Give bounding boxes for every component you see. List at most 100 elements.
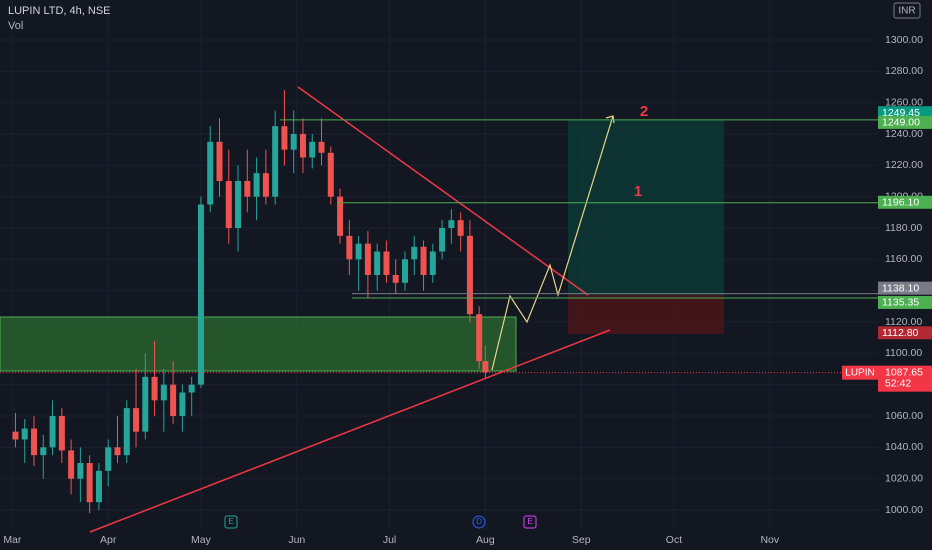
candle-body xyxy=(374,251,381,275)
candle-body xyxy=(68,450,75,479)
candle-body xyxy=(151,376,158,401)
price-tag-label: 1196.10 xyxy=(882,197,919,209)
candle-body xyxy=(439,228,446,252)
candle-body xyxy=(272,126,279,197)
y-tick-label: 1160.00 xyxy=(885,253,922,265)
x-tick-label: May xyxy=(191,534,212,546)
candle-body xyxy=(309,141,316,158)
x-tick-label: Mar xyxy=(3,534,22,546)
drawings xyxy=(0,86,724,533)
candle-body xyxy=(77,463,84,479)
candle-body xyxy=(355,243,362,260)
event-label: E xyxy=(228,517,233,526)
candle-body xyxy=(207,141,214,205)
candle-body xyxy=(392,275,399,283)
candle-body xyxy=(476,314,483,362)
event-marker xyxy=(523,515,537,529)
candle-body xyxy=(482,361,489,373)
candle-body xyxy=(197,204,204,385)
grid xyxy=(0,0,878,530)
candle-body xyxy=(429,251,436,275)
price-axis xyxy=(878,0,932,550)
candle-body xyxy=(12,431,19,440)
x-tick-label: Nov xyxy=(760,534,779,546)
projection-arrow xyxy=(605,115,615,124)
currency-badge[interactable] xyxy=(893,2,921,19)
down-trendline xyxy=(297,86,589,296)
candle-body xyxy=(170,384,177,416)
candle-body xyxy=(383,251,390,275)
up-trendline xyxy=(89,329,611,533)
stop-zone xyxy=(568,295,724,334)
last-price: 1087.65 xyxy=(885,366,923,378)
candle-body xyxy=(21,428,28,440)
last-name-tag xyxy=(842,365,878,380)
y-tick-label: 1300.00 xyxy=(885,34,923,46)
candle-body xyxy=(179,392,186,416)
x-tick-label: Apr xyxy=(100,534,117,546)
y-tick-label: 1240.00 xyxy=(885,128,923,140)
y-tick-label: 1000.00 xyxy=(885,504,923,516)
target-zone xyxy=(568,120,724,295)
price-tag xyxy=(878,281,932,295)
candle-body xyxy=(466,235,473,315)
candle-body xyxy=(86,463,93,503)
y-tick-label: 1100.00 xyxy=(885,347,922,359)
candle-body xyxy=(31,428,38,456)
candle-body xyxy=(448,220,455,228)
y-tick-label: 1260.00 xyxy=(885,96,923,108)
candle-body xyxy=(225,181,232,228)
y-tick-label: 1020.00 xyxy=(885,472,923,484)
price-tag xyxy=(878,195,932,209)
price-tag xyxy=(878,326,932,340)
chart-title: LUPIN LTD, 4h, NSE xyxy=(8,5,111,17)
price-tag-label: 1135.35 xyxy=(882,297,919,309)
candle-body xyxy=(49,416,56,448)
currency[interactable]: INR xyxy=(898,6,915,17)
candle-body xyxy=(318,141,325,153)
y-tick-label: 1220.00 xyxy=(885,159,923,171)
candle-body xyxy=(299,134,306,158)
candle-body xyxy=(290,134,297,150)
candle-body xyxy=(133,408,140,432)
y-tick-label: 1180.00 xyxy=(885,222,922,234)
candle-body xyxy=(401,259,408,283)
y-tick-label: 1280.00 xyxy=(885,65,923,77)
countdown: 52:42 xyxy=(885,377,911,389)
candle-body xyxy=(346,235,353,260)
last-name: LUPIN xyxy=(845,367,874,378)
candle-body xyxy=(253,173,260,197)
candle-body xyxy=(244,181,251,197)
candle-body xyxy=(105,447,112,471)
x-tick-label: Oct xyxy=(666,534,682,546)
price-tag xyxy=(878,295,932,309)
event-label: E xyxy=(527,517,532,526)
candle-body xyxy=(411,246,418,260)
candle-body xyxy=(58,416,65,451)
candle-body xyxy=(262,173,269,197)
x-tick-label: Aug xyxy=(476,534,495,546)
x-tick-label: Jun xyxy=(288,534,305,546)
y-tick-label: 1120.00 xyxy=(885,316,922,328)
candle-body xyxy=(337,196,344,236)
y-tick-label: 1060.00 xyxy=(885,410,923,422)
price-tag xyxy=(878,115,932,129)
annotation: 1 xyxy=(634,183,642,200)
candle-body xyxy=(457,220,464,236)
candle-body xyxy=(95,470,102,503)
event-label: D xyxy=(476,517,482,526)
candle-body xyxy=(188,384,195,393)
annotation: 2 xyxy=(640,103,648,120)
candle-body xyxy=(114,447,121,456)
candle-body xyxy=(327,152,334,197)
candle-body xyxy=(281,126,288,150)
last-price-tag xyxy=(878,365,932,392)
candle-body xyxy=(142,376,149,432)
x-tick-label: Sep xyxy=(572,534,591,546)
candle-body xyxy=(216,141,223,181)
price-tag-label: 1112.80 xyxy=(882,327,919,339)
event-marker xyxy=(472,515,486,529)
volume-label: Vol xyxy=(8,20,23,32)
candle-body xyxy=(40,447,47,456)
